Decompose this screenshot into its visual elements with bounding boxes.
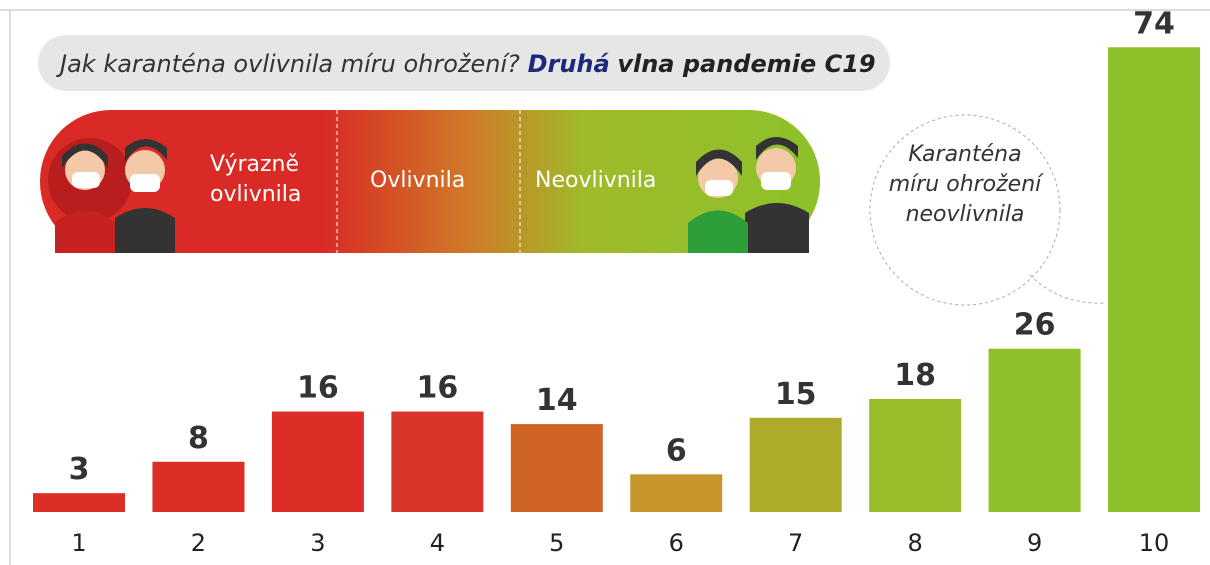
bar: [272, 412, 364, 512]
bar: [391, 412, 483, 512]
value-label: 16: [297, 371, 339, 406]
x-tick-label: 1: [71, 529, 86, 557]
x-tick-label: 10: [1139, 529, 1170, 557]
bar: [33, 493, 125, 512]
infographic: Jak karanténa ovlivnila míru ohrožení? D…: [0, 0, 1210, 565]
x-tick-label: 8: [908, 529, 923, 557]
scale-label: Neovlivnila: [535, 166, 656, 196]
bar: [630, 474, 722, 512]
bar: [152, 462, 244, 512]
chart-title: Jak karanténa ovlivnila míru ohrožení? D…: [56, 50, 876, 78]
bar: [869, 399, 961, 512]
value-label: 15: [775, 377, 817, 412]
x-tick-label: 4: [430, 529, 445, 557]
value-label: 8: [188, 421, 209, 456]
value-label: 26: [1014, 308, 1056, 343]
value-label: 14: [536, 383, 578, 418]
x-tick-label: 2: [191, 529, 206, 557]
chart: Jak karanténa ovlivnila míru ohrožení? D…: [0, 0, 1210, 565]
scale-label: Ovlivnila: [370, 166, 465, 196]
bar: [989, 349, 1081, 512]
scale-label: Výrazně ovlivnila: [210, 150, 320, 210]
x-tick-label: 5: [549, 529, 564, 557]
title-rest: vlna pandemie C19: [617, 50, 875, 78]
value-label: 6: [666, 433, 687, 468]
title-question: Jak karanténa ovlivnila míru ohrožení?: [56, 50, 520, 78]
bar: [750, 418, 842, 512]
title-highlight: Druhá: [528, 50, 610, 78]
value-label: 3: [69, 452, 90, 487]
x-tick-label: 9: [1027, 529, 1042, 557]
value-label: 18: [894, 358, 936, 393]
annotation: Karanténa míru ohrožení neovlivnila: [880, 140, 1050, 230]
annotation-pointer: [1030, 275, 1105, 303]
bar: [511, 424, 603, 512]
x-tick-label: 6: [669, 529, 684, 557]
x-tick-label: 3: [310, 529, 325, 557]
x-tick-label: 7: [788, 529, 803, 557]
bar: [1108, 47, 1200, 512]
value-label: 74: [1133, 6, 1175, 41]
value-label: 16: [416, 371, 458, 406]
